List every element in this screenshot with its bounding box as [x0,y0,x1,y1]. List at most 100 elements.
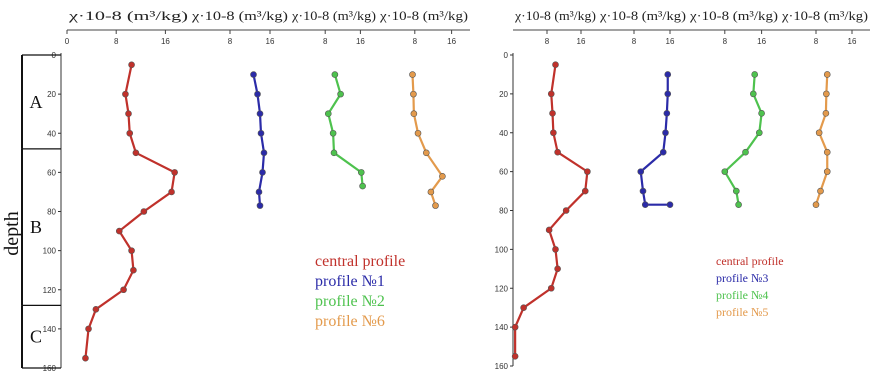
data-point [823,71,831,78]
series-line [411,74,444,206]
data-point [755,129,763,137]
zone-label: B [30,217,42,237]
data-point [92,306,100,313]
legend-entry: profile №5 [716,305,768,319]
data-point [171,169,178,176]
data-point [357,169,365,176]
track-tick-label: 16 [447,37,456,46]
track-unit-label: χ·10-8 (m³/kg) [781,8,868,23]
data-point [410,90,417,98]
track-unit-label: χ·10-8 (m³/kg) [191,8,288,23]
data-point [409,71,416,78]
track-tick-label: 16 [848,37,857,46]
data-point [554,265,561,273]
data-point [257,129,265,137]
data-point [663,110,671,117]
data-point [140,208,148,215]
depth-tick-label: 100 [495,245,509,254]
data-point [427,188,435,196]
zone-label: A [30,92,43,112]
data-point [547,284,555,292]
legend-entry: profile №2 [315,293,385,310]
data-point [823,148,831,156]
data-point [823,168,831,175]
depth-tick-label: 140 [495,323,509,332]
data-point [732,187,740,195]
data-point [822,110,830,117]
track-tick-label: 8 [723,37,728,46]
track-tick-label: 8 [545,37,550,46]
track-tick-label: 8 [814,37,819,46]
data-point [520,304,527,311]
data-point [511,323,519,331]
data-point [750,90,757,98]
track-tick-label: 16 [577,37,586,46]
depth-tick-label: 140 [43,325,57,334]
track-tick-label: 16 [161,37,170,46]
series-line [84,64,176,359]
track-tick-label: 0 [65,37,70,46]
legend-entry: central profile [315,253,405,270]
track-tick-label: 8 [114,37,119,46]
data-point [439,172,446,180]
data-point [410,110,418,117]
depth-tick-label: 160 [495,362,509,371]
data-point [128,61,135,69]
depth-axis-title: depth [1,211,23,255]
data-point [126,129,134,137]
data-point [125,110,132,117]
depth-tick-label: 40 [47,129,56,138]
legend-entry: central profile [716,254,784,268]
depth-tick-label: 80 [47,208,56,217]
data-point [324,110,332,117]
data-point [331,71,339,78]
track-tick-label: 16 [757,37,766,46]
depth-tick-label: 100 [43,247,57,256]
data-point [550,129,557,137]
track-tick-label: 8 [632,37,637,46]
legend-entry: profile №6 [315,313,385,330]
data-point [549,110,556,117]
data-point [422,149,430,157]
data-point [260,149,268,157]
data-point [122,90,129,98]
data-point [664,71,672,78]
data-point [250,71,257,78]
data-point [637,168,645,175]
data-point [256,110,264,117]
data-point [735,201,742,208]
depth-tick-label: 0 [504,51,509,60]
data-point [751,71,759,78]
data-point [115,227,123,235]
track-unit-label: χ·10-8 (m³/kg) [379,8,468,23]
depth-tick-label: 60 [47,168,56,177]
zone-label: C [30,327,42,347]
data-point [128,247,135,254]
data-point [584,168,591,175]
data-point [812,201,820,208]
track-tick-label: 16 [266,37,275,46]
depth-tick-label: 60 [499,168,508,177]
data-point [255,188,263,196]
data-point [817,187,824,195]
data-point [511,352,519,360]
data-point [337,90,344,98]
data-point [666,201,674,208]
data-point [329,129,337,137]
track-tick-label: 8 [228,37,233,46]
track-tick-label: 16 [666,37,675,46]
data-point [85,325,92,333]
track-tick-label: 16 [356,37,365,46]
data-point [758,110,765,117]
data-point [742,148,749,156]
data-point [256,202,264,209]
data-point [659,148,667,156]
track-unit-label: χ·10-8 (m³/kg) [599,8,686,23]
legend-entry: profile №1 [315,273,385,290]
track-unit-label: χ·10-8 (m³/kg) [514,8,596,23]
data-point [168,188,175,196]
depth-tick-label: 80 [499,207,508,216]
data-point [664,90,672,98]
series-line [514,64,589,357]
